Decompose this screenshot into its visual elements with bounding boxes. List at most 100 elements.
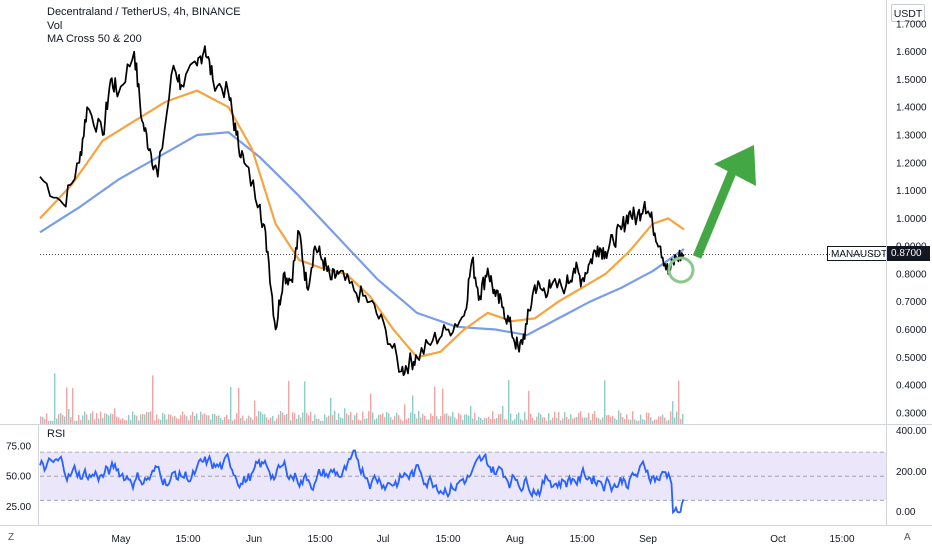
volume-bar [160, 419, 162, 424]
volume-bar [280, 410, 282, 424]
volume-bar [528, 390, 530, 424]
volume-bar [182, 411, 184, 424]
legend-ma-cross[interactable]: MA Cross 50 & 200 [47, 33, 142, 45]
volume-bar [382, 413, 384, 424]
time-tick-label: May [112, 534, 131, 545]
volume-bar [146, 411, 148, 424]
volume-bar [282, 412, 284, 424]
volume-bar [538, 412, 540, 424]
volume-bar [90, 413, 92, 424]
volume-bar [104, 413, 106, 424]
volume-bar [342, 418, 344, 424]
volume-bar [682, 414, 684, 424]
volume-bar [554, 411, 556, 424]
volume-bar [610, 416, 612, 424]
volume-bar [436, 416, 438, 424]
volume-bar [506, 419, 508, 424]
volume-bar [648, 413, 650, 424]
volume-bar [102, 417, 104, 424]
volume-bar [542, 417, 544, 424]
chart-legend: Decentraland / TetherUS, 4h, BINANCE Vol… [47, 6, 241, 47]
volume-bar [518, 412, 520, 424]
price-line [39, 45, 685, 377]
volume-bar [544, 417, 546, 424]
volume-bar [402, 420, 404, 424]
volume-bar [414, 413, 416, 424]
volume-bar [200, 411, 202, 424]
volume-bar [426, 419, 428, 424]
volume-bar [386, 411, 388, 424]
rsi-legend[interactable]: RSI [47, 428, 66, 440]
volume-bar [394, 416, 396, 424]
currency-selector[interactable]: USDT [891, 4, 925, 22]
volume-bar [508, 379, 510, 424]
volume-bar [552, 417, 554, 424]
time-tick-label: Oct [770, 534, 786, 545]
volume-bar [50, 420, 52, 424]
volume-bar [338, 413, 340, 424]
volume-bar [468, 415, 470, 424]
up-arrow-annotation[interactable] [692, 145, 756, 259]
volume-bar [622, 417, 624, 424]
volume-bar [334, 410, 336, 424]
volume-bar [452, 411, 454, 424]
volume-bar [664, 417, 666, 424]
volume-bar [576, 417, 578, 424]
volume-bar [170, 414, 172, 424]
time-tick-label: Aug [506, 534, 524, 545]
volume-bar [514, 419, 516, 424]
volume-bar [86, 414, 88, 424]
volume-bar [614, 418, 616, 424]
volume-bar [360, 420, 362, 424]
volume-bar [596, 417, 598, 424]
volume-bar [634, 419, 636, 424]
volume-bar [248, 415, 250, 424]
volume-bar [416, 418, 418, 424]
volume-bar [632, 411, 634, 424]
legend-vol[interactable]: Vol [47, 19, 63, 32]
volume-bar [234, 419, 236, 424]
volume-bar [588, 412, 590, 424]
volume-bar [570, 414, 572, 424]
volume-bar [288, 380, 290, 424]
volume-bar [306, 412, 308, 424]
volume-bar [202, 414, 204, 424]
volume-bar [432, 415, 434, 424]
volume-bar [136, 415, 138, 424]
dip-circle-annotation[interactable] [667, 256, 695, 284]
volume-bar [618, 410, 620, 424]
volume-bar [166, 419, 168, 424]
auto-scale-toggle[interactable]: A [904, 532, 911, 543]
price-tick-label: 1.3000 [896, 131, 927, 142]
volume-bar [348, 415, 350, 424]
volume-bar [218, 415, 220, 424]
volume-bar [190, 415, 192, 424]
volume-bar [568, 419, 570, 424]
volume-bar [584, 417, 586, 424]
volume-bar [208, 415, 210, 424]
zoom-toggle[interactable]: Z [8, 532, 15, 543]
volume-bar [390, 417, 392, 424]
volume-bar [340, 417, 342, 424]
volume-bar [298, 414, 300, 424]
volume-bar [562, 418, 564, 424]
volume-bar [380, 414, 382, 424]
price-tick-label: 0.3000 [896, 408, 927, 419]
volume-bar [356, 412, 358, 424]
volume-bar [328, 415, 330, 424]
rsi-right-tick-label: 0.00 [896, 507, 916, 518]
price-tick-label: 0.5000 [896, 353, 927, 364]
volume-bar [378, 414, 380, 424]
volume-bar [376, 418, 378, 424]
volume-bar [118, 417, 120, 424]
rsi-right-tick-label: 200.00 [896, 467, 927, 478]
volume-bar [268, 419, 270, 424]
volume-bar [430, 413, 432, 424]
volume-bar [496, 418, 498, 424]
volume-bar [84, 411, 86, 424]
volume-bar [206, 415, 208, 424]
volume-bar [636, 420, 638, 424]
price-tick-label: 0.9000 [896, 242, 927, 253]
volume-bar [262, 414, 264, 424]
